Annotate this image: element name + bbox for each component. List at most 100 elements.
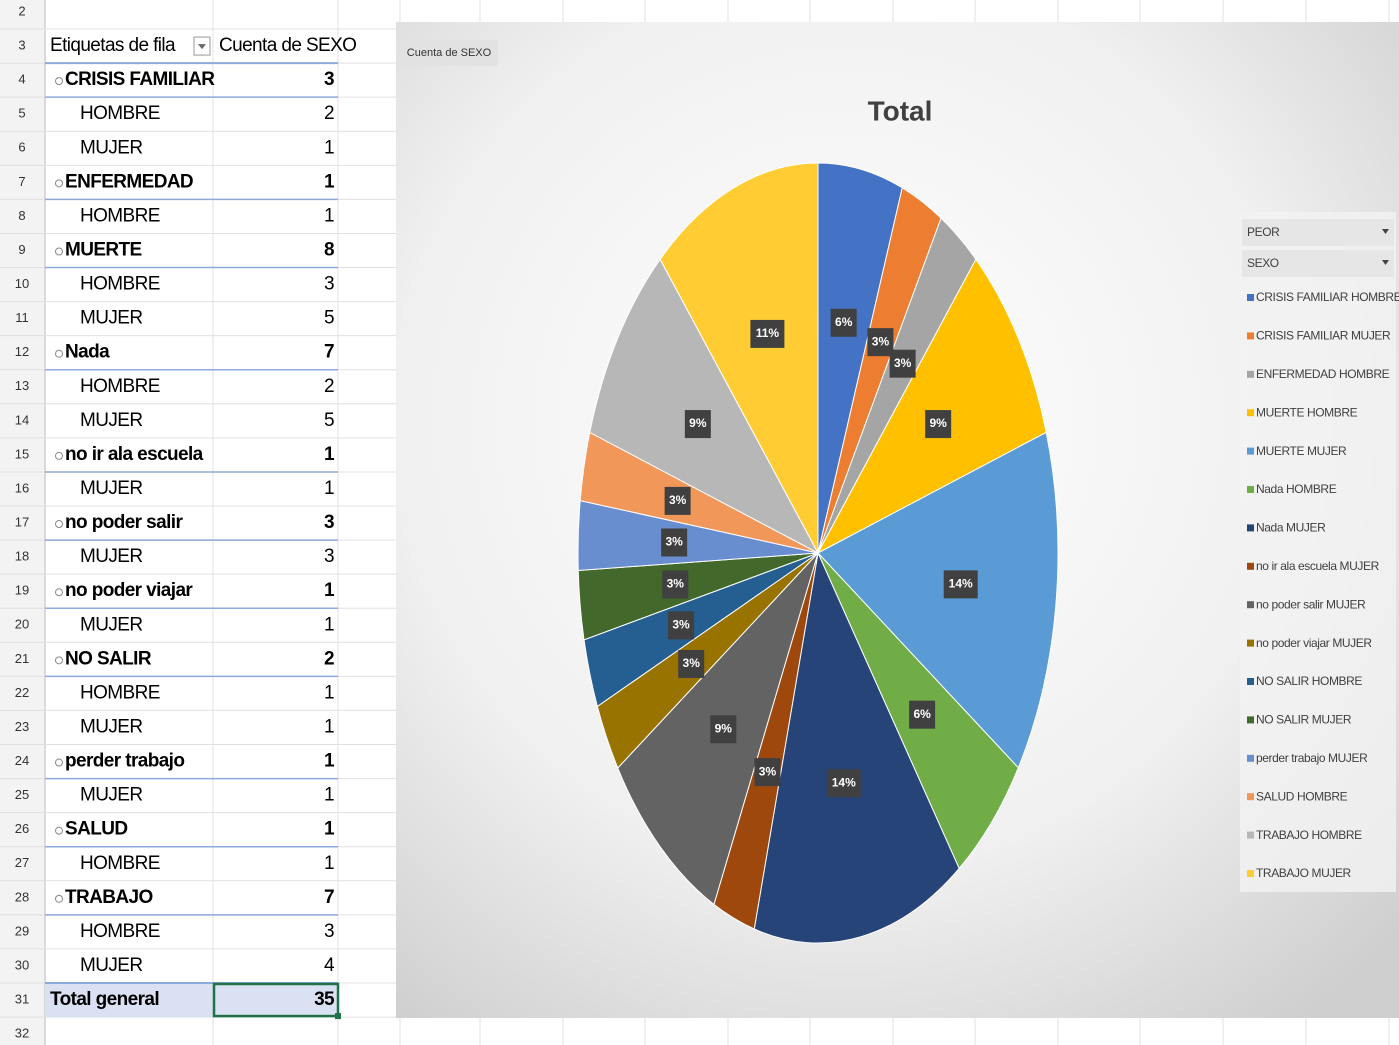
data-label-box (661, 528, 688, 557)
group-count: 1 (324, 819, 335, 840)
expand-icon[interactable] (55, 179, 63, 188)
header-count: Cuenta de SEXO (219, 35, 356, 56)
data-label-box (889, 349, 916, 378)
item-count: 5 (324, 410, 334, 431)
data-label-box (909, 700, 936, 729)
chart-tab-label: Cuenta de SEXO (407, 47, 492, 59)
item-label: MUJER (80, 308, 142, 329)
expand-icon[interactable] (55, 826, 63, 835)
row-number: 16 (15, 480, 29, 495)
group-label: SALUD (65, 819, 127, 840)
expand-icon[interactable] (55, 77, 63, 86)
legend-label: no ir ala escuela MUJER (1256, 559, 1380, 573)
row-number: 11 (15, 310, 29, 325)
row-number: 2 (18, 3, 25, 18)
item-label: MUJER (80, 955, 142, 976)
row-number: 19 (15, 583, 29, 598)
group-label: no poder viajar (65, 580, 193, 601)
legend-swatch (1247, 332, 1254, 340)
row-number: 12 (15, 344, 29, 359)
row-number: 31 (15, 991, 29, 1006)
group-label: MUERTE (65, 240, 142, 261)
pie-slice (753, 551, 960, 944)
group-count: 1 (324, 751, 335, 772)
row-number: 23 (15, 719, 29, 734)
group-label: CRISIS FAMILIAR (65, 69, 215, 90)
chart-tab[interactable] (400, 40, 498, 66)
filter-field[interactable] (1242, 250, 1394, 277)
group-label: NO SALIR (65, 648, 152, 669)
item-label: HOMBRE (80, 376, 160, 397)
chart: Cuenta de SEXO Total 6% 3% 3% 9% 14% 6% 14% 3% 9… (396, 22, 1399, 1018)
row-number: 27 (15, 855, 29, 870)
item-count: 3 (324, 921, 334, 942)
filter-label: SEXO (1247, 256, 1279, 270)
legend-swatch (1247, 793, 1254, 801)
data-label-box (668, 611, 695, 640)
total-count: 35 (314, 989, 335, 1010)
legend-label: no poder viajar MUJER (1256, 636, 1372, 650)
group-count: 3 (324, 69, 334, 90)
expand-icon[interactable] (55, 349, 63, 358)
legend-label: MUERTE HOMBRE (1256, 405, 1358, 419)
item-count: 1 (324, 137, 334, 158)
expand-icon[interactable] (55, 588, 63, 597)
expand-icon[interactable] (55, 247, 63, 256)
group-count: 1 (324, 580, 335, 601)
total-row (45, 982, 338, 1018)
data-label: 6% (913, 707, 931, 721)
pie-slice (817, 431, 1059, 769)
group-label: perder trabajo (65, 751, 184, 772)
row-header-strip (0, 0, 45, 1045)
data-label: 9% (929, 416, 947, 430)
total-label: Total general (50, 989, 159, 1010)
header-label: Etiquetas de fila (50, 35, 176, 56)
data-label-box (684, 410, 711, 439)
row-number: 10 (15, 276, 29, 291)
data-label: 3% (872, 334, 890, 348)
data-label-box (830, 308, 857, 337)
group-label: ENFERMEDAD (65, 171, 193, 192)
item-count: 2 (324, 376, 334, 397)
data-label: 3% (667, 577, 685, 591)
item-label: MUJER (80, 410, 142, 431)
expand-icon[interactable] (55, 451, 63, 460)
filter-field[interactable] (1242, 219, 1394, 246)
data-label: 3% (759, 764, 777, 778)
data-label: 9% (689, 416, 707, 430)
group-label: Nada (65, 342, 110, 363)
group-count: 8 (324, 240, 334, 261)
data-label: 3% (683, 656, 701, 670)
row-number: 22 (15, 685, 29, 700)
data-label: 14% (949, 577, 973, 591)
row-number: 20 (15, 617, 29, 632)
legend-swatch (1247, 447, 1254, 455)
item-count: 3 (324, 546, 334, 567)
data-label: 3% (672, 618, 690, 632)
pie-slice (816, 258, 1047, 555)
legend-swatch (1247, 870, 1254, 877)
row-number: 29 (15, 923, 29, 938)
legend-swatch (1247, 486, 1254, 493)
expand-icon[interactable] (55, 656, 63, 665)
row-number: 30 (15, 957, 29, 972)
chart-title: Total (868, 95, 933, 126)
group-label: no ir ala escuela (65, 444, 204, 465)
legend-label: ENFERMEDAD HOMBRE (1256, 367, 1390, 381)
expand-icon[interactable] (55, 520, 63, 529)
filter-arrow (198, 44, 206, 50)
item-label: MUJER (80, 546, 142, 567)
filter-label: PEOR (1247, 225, 1280, 239)
item-count: 1 (324, 682, 334, 703)
data-label: 14% (832, 775, 856, 789)
expand-icon[interactable] (55, 894, 63, 903)
legend-swatch (1247, 409, 1254, 417)
legend-swatch (1247, 754, 1254, 762)
row-number: 15 (15, 446, 29, 461)
item-label: HOMBRE (80, 274, 160, 295)
legend-label: no poder salir MUJER (1256, 597, 1366, 611)
legend-swatch (1247, 370, 1254, 378)
expand-icon[interactable] (55, 758, 63, 767)
